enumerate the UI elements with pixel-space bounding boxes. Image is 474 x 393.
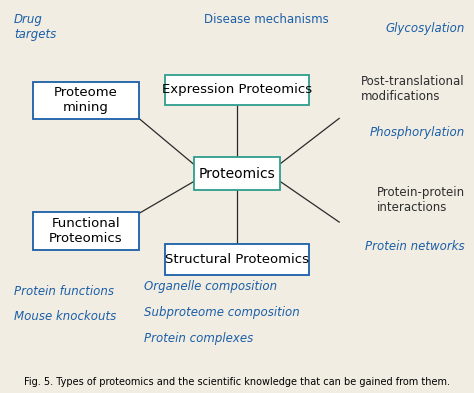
Text: Functional
Proteomics: Functional Proteomics: [49, 217, 123, 245]
Text: Mouse knockouts: Mouse knockouts: [14, 310, 116, 323]
Text: Phosphorylation: Phosphorylation: [369, 125, 465, 138]
FancyBboxPatch shape: [165, 75, 309, 105]
Text: Drug
targets: Drug targets: [14, 13, 56, 41]
Text: Protein networks: Protein networks: [365, 240, 465, 253]
Text: Fig. 5. Types of proteomics and the scientific knowledge that can be gained from: Fig. 5. Types of proteomics and the scie…: [24, 377, 450, 387]
Text: Proteome
mining: Proteome mining: [54, 86, 118, 114]
Text: Subproteome composition: Subproteome composition: [144, 306, 300, 319]
Text: Structural Proteomics: Structural Proteomics: [165, 253, 309, 266]
Text: Protein complexes: Protein complexes: [144, 332, 253, 345]
FancyBboxPatch shape: [33, 82, 139, 119]
Text: Organelle composition: Organelle composition: [144, 280, 277, 293]
FancyBboxPatch shape: [194, 157, 280, 190]
Text: Protein functions: Protein functions: [14, 285, 114, 298]
Text: Post-translational
modifications: Post-translational modifications: [361, 75, 465, 103]
Text: Expression Proteomics: Expression Proteomics: [162, 83, 312, 96]
Text: Disease mechanisms: Disease mechanisms: [204, 13, 329, 26]
Text: Glycosylation: Glycosylation: [385, 22, 465, 35]
Text: Protein-protein
interactions: Protein-protein interactions: [376, 186, 465, 214]
FancyBboxPatch shape: [165, 244, 309, 275]
Text: Proteomics: Proteomics: [199, 167, 275, 181]
FancyBboxPatch shape: [33, 212, 139, 250]
